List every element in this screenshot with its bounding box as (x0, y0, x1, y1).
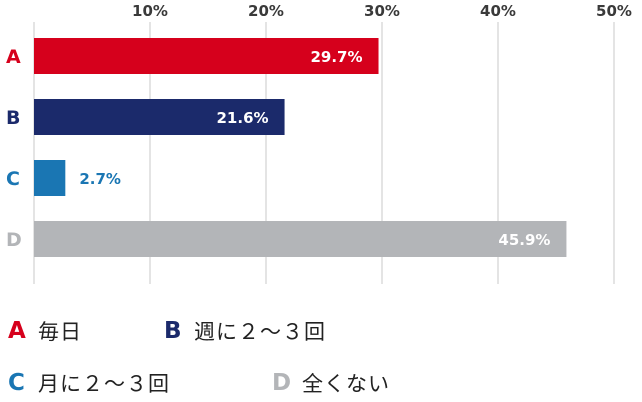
legend-item-c: C 月に２〜３回 (8, 368, 170, 398)
legend-key-b: B (164, 318, 182, 344)
legend-item-a: A 毎日 (8, 316, 82, 346)
category-label-b: B (6, 107, 20, 129)
value-label-a: 29.7% (310, 48, 362, 66)
x-axis-ticks: 10% 20% 30% 40% 50% (132, 2, 632, 20)
x-tick-label-20: 20% (248, 2, 284, 20)
value-label-c: 2.7% (79, 170, 121, 188)
bar-a (34, 38, 379, 74)
x-tick-label-10: 10% (132, 2, 168, 20)
bar-c (34, 160, 66, 196)
legend-item-d: D 全くない (272, 368, 390, 398)
legend-label-b: 週に２〜３回 (194, 320, 326, 344)
value-labels: 29.7% 21.6% 2.7% 45.9% (79, 48, 550, 249)
category-label-d: D (6, 229, 22, 251)
category-label-a: A (6, 46, 21, 68)
legend-key-a: A (8, 318, 26, 344)
legend-item-b: B 週に２〜３回 (164, 316, 326, 346)
legend: A 毎日 B 週に２〜３回 C 月に２〜３回 D 全くない (0, 312, 642, 402)
value-label-b: 21.6% (217, 109, 269, 127)
legend-key-d: D (272, 370, 292, 396)
legend-label-d: 全くない (302, 372, 390, 396)
bar-d (34, 221, 567, 257)
legend-label-a: 毎日 (38, 320, 82, 344)
x-tick-label-30: 30% (364, 2, 400, 20)
category-label-c: C (6, 168, 20, 190)
legend-label-c: 月に２〜３回 (38, 372, 170, 396)
x-tick-label-40: 40% (480, 2, 516, 20)
bar-chart: 10% 20% 30% 40% 50% A B C D 29.7% 21.6% 2.7% 45.9% (6, 2, 632, 284)
x-tick-label-50: 50% (596, 2, 632, 20)
legend-key-c: C (8, 370, 25, 396)
category-labels: A B C D (6, 46, 22, 251)
bars (34, 38, 567, 257)
bar-b (34, 99, 285, 135)
value-label-d: 45.9% (498, 231, 550, 249)
